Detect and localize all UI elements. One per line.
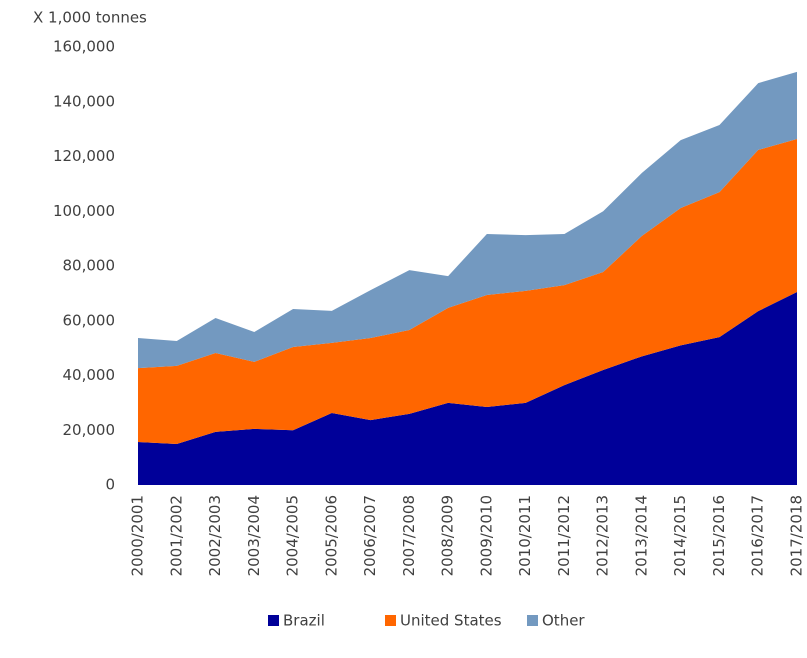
y-tick-label: 40,000 [63, 366, 116, 384]
x-tick-label: 2016/2017 [749, 495, 767, 576]
x-tick-label: 2013/2014 [632, 495, 650, 576]
y-tick-label: 120,000 [53, 147, 115, 165]
y-tick-label: 140,000 [53, 92, 115, 110]
y-tick-label: 0 [105, 476, 115, 494]
x-tick-label: 2002/2003 [206, 495, 224, 576]
area [138, 138, 797, 444]
x-tick-label: 2005/2006 [322, 495, 340, 576]
x-tick-label: 2011/2012 [555, 495, 573, 576]
x-tick-label: 2009/2010 [477, 495, 495, 576]
y-tick-label: 100,000 [53, 202, 115, 220]
y-tick-label: 80,000 [63, 257, 116, 275]
legend-swatch [268, 615, 279, 626]
legend-label: United States [400, 612, 502, 630]
x-tick-label: 2017/2018 [788, 495, 806, 576]
x-tick-label: 2010/2011 [516, 495, 534, 576]
x-tick-label: 2012/2013 [594, 495, 612, 576]
legend-label: Brazil [283, 612, 325, 630]
x-tick-label: 2003/2004 [245, 495, 263, 576]
x-tick-label: 2008/2009 [439, 495, 457, 576]
x-tick-label: 2001/2002 [167, 495, 185, 576]
area [138, 71, 797, 369]
x-tick-label: 2007/2008 [400, 495, 418, 576]
y-axis-label: X 1,000 tonnes [33, 9, 147, 27]
y-tick-label: 60,000 [63, 311, 116, 329]
legend-swatch [527, 615, 538, 626]
x-tick-label: 2014/2015 [671, 495, 689, 576]
legend-swatch [385, 615, 396, 626]
x-tick-label: 2006/2007 [361, 495, 379, 576]
y-tick-label: 160,000 [53, 38, 115, 56]
x-tick-label: 2015/2016 [710, 495, 728, 576]
x-tick-label: 2004/2005 [284, 495, 302, 576]
x-tick-label: 2000/2001 [129, 495, 147, 576]
y-tick-label: 20,000 [63, 421, 116, 439]
legend-label: Other [542, 612, 585, 630]
area [138, 292, 797, 485]
